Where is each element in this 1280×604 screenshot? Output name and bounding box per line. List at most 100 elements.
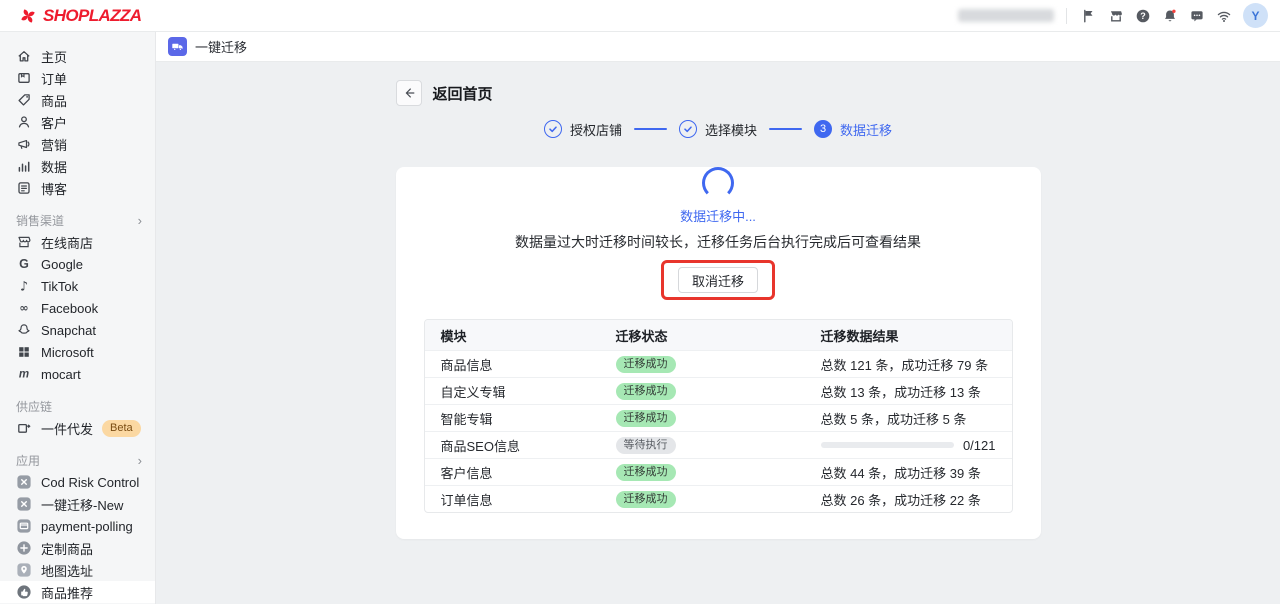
app-payment-icon bbox=[16, 518, 32, 534]
marketing-icon bbox=[16, 136, 32, 152]
sidebar-item[interactable]: ♪ TikTok bbox=[0, 275, 155, 297]
step-label: 数据迁移 bbox=[840, 122, 893, 138]
sidebar-item-label: 营销 bbox=[41, 137, 68, 153]
thumbs-up-icon bbox=[16, 584, 32, 600]
table-row: 智能专辑 迁移成功 总数 5 条，成功迁移 5 条 bbox=[424, 404, 1012, 431]
sidebar-item-label: 博客 bbox=[41, 181, 68, 197]
map-pin-icon bbox=[16, 562, 32, 578]
sidebar-item-label: Snapchat bbox=[41, 322, 96, 338]
status-badge: 迁移成功 bbox=[615, 463, 676, 481]
sidebar-item-label: 客户 bbox=[41, 115, 68, 131]
flag-icon[interactable] bbox=[1075, 2, 1102, 29]
loading-spinner-icon bbox=[702, 167, 734, 199]
shoplazza-logo[interactable]: SHOPLAZZA bbox=[18, 6, 142, 26]
sidebar-item-label: 一件代发 bbox=[41, 421, 94, 437]
chevron-right-icon[interactable]: › bbox=[137, 212, 142, 228]
sidebar-item[interactable]: 在线商店 bbox=[0, 231, 155, 253]
table-header-row: 模块 迁移状态 迁移数据结果 bbox=[424, 320, 1012, 350]
sidebar-item[interactable]: Cod Risk Control bbox=[0, 471, 155, 493]
sidebar: 主页 订单 商品 客户 营销 数据 博客 销售渠道 › 在线商店 G Google ♪ TikTok ∞ Fa… bbox=[0, 32, 156, 604]
sidebar-item-label: Google bbox=[41, 256, 83, 272]
truck-icon bbox=[168, 37, 187, 56]
custom-product-icon bbox=[16, 540, 32, 556]
sidebar-item-label: Facebook bbox=[41, 300, 99, 316]
store-name-blurred bbox=[958, 9, 1054, 22]
mocart-icon: m bbox=[16, 366, 32, 382]
chat-icon[interactable] bbox=[1183, 2, 1210, 29]
dropshipping-icon bbox=[16, 420, 32, 436]
result-cell: 0/121 bbox=[805, 438, 1012, 453]
page-content: 返回首页 授权店铺 选择模块 3 数据迁移 数据迁移中... 数据量过大时迁移时间较长… bbox=[156, 62, 1280, 604]
migration-status-text: 数据迁移中... bbox=[680, 209, 756, 224]
stepper: 授权店铺 选择模块 3 数据迁移 bbox=[396, 119, 1041, 139]
table-row: 商品信息 迁移成功 总数 121 条，成功迁移 79 条 bbox=[424, 350, 1012, 377]
google-icon: G bbox=[16, 256, 32, 272]
sidebar-item[interactable]: 地图选址 bbox=[0, 559, 155, 581]
analytics-icon bbox=[16, 158, 32, 174]
blog-icon bbox=[16, 180, 32, 196]
result-cell: 总数 121 条，成功迁移 79 条 bbox=[820, 357, 989, 373]
sidebar-item[interactable]: Snapchat bbox=[0, 319, 155, 341]
app-cod-icon bbox=[16, 474, 32, 490]
step-connector bbox=[633, 128, 667, 130]
arrow-left-icon bbox=[402, 86, 416, 100]
svg-text:♪: ♪ bbox=[20, 280, 28, 295]
sidebar-item-label: 订单 bbox=[41, 71, 68, 87]
breadcrumb: 一键迁移 bbox=[156, 32, 1280, 62]
sidebar-item-label: 地图选址 bbox=[41, 563, 94, 579]
sidebar-item[interactable]: ∞ Facebook bbox=[0, 297, 155, 319]
svg-text:?: ? bbox=[1140, 11, 1146, 21]
stepper-step: 授权店铺 bbox=[543, 120, 622, 139]
table-row: 商品SEO信息 等待执行 0/121 bbox=[424, 431, 1012, 458]
sidebar-item[interactable]: 商品 bbox=[0, 89, 155, 111]
sidebar-item[interactable]: 订单 bbox=[0, 67, 155, 89]
storefront-icon[interactable] bbox=[1102, 2, 1129, 29]
sidebar-item-label: 定制商品 bbox=[41, 541, 94, 557]
step-check-icon bbox=[543, 120, 562, 138]
chevron-right-icon[interactable]: › bbox=[137, 452, 142, 468]
microsoft-icon bbox=[16, 344, 32, 360]
cancel-migration-button[interactable]: 取消迁移 bbox=[677, 267, 758, 293]
breadcrumb-title: 一键迁移 bbox=[195, 40, 248, 55]
topbar-divider bbox=[1066, 7, 1067, 24]
sidebar-item[interactable]: 主页 bbox=[0, 45, 155, 67]
beta-badge: Beta bbox=[102, 419, 141, 437]
sidebar-item-label: 数据 bbox=[41, 159, 68, 175]
sidebar-item-label: 在线商店 bbox=[41, 235, 94, 251]
sidebar-item[interactable]: 定制商品 bbox=[0, 537, 155, 559]
table-header-cell: 迁移数据结果 bbox=[820, 328, 899, 344]
sidebar-item[interactable]: 一件代发 Beta bbox=[0, 417, 155, 439]
sidebar-item[interactable]: 数据 bbox=[0, 155, 155, 177]
wifi-icon[interactable] bbox=[1210, 2, 1237, 29]
online-store-icon bbox=[16, 234, 32, 250]
progress-bar bbox=[820, 442, 954, 448]
stepper-step: 3 数据迁移 bbox=[814, 120, 892, 139]
result-cell: 总数 44 条，成功迁移 39 条 bbox=[820, 465, 981, 481]
module-cell: 智能专辑 bbox=[440, 411, 493, 427]
sidebar-item-label: 商品 bbox=[41, 93, 68, 109]
result-cell: 总数 26 条，成功迁移 22 条 bbox=[820, 492, 981, 508]
status-badge: 迁移成功 bbox=[615, 355, 676, 373]
sidebar-item[interactable]: m mocart bbox=[0, 363, 155, 385]
sidebar-item[interactable]: payment-polling bbox=[0, 515, 155, 537]
back-button[interactable] bbox=[395, 80, 422, 106]
svg-text:G: G bbox=[19, 257, 29, 271]
table-row: 自定义专辑 迁移成功 总数 13 条，成功迁移 13 条 bbox=[424, 377, 1012, 404]
sidebar-item[interactable]: 营销 bbox=[0, 133, 155, 155]
sidebar-item[interactable]: 客户 bbox=[0, 111, 155, 133]
sidebar-item[interactable]: G Google bbox=[0, 253, 155, 275]
sidebar-item[interactable]: 博客 bbox=[0, 177, 155, 199]
meta-icon: ∞ bbox=[16, 300, 32, 316]
avatar[interactable]: Y bbox=[1243, 3, 1268, 28]
bell-icon[interactable] bbox=[1156, 2, 1183, 29]
step-label: 授权店铺 bbox=[569, 122, 622, 138]
sidebar-item[interactable]: Microsoft bbox=[0, 341, 155, 363]
help-icon[interactable]: ? bbox=[1129, 2, 1156, 29]
main-area: 一键迁移 返回首页 授权店铺 选择模块 3 数据迁移 数据迁移中... 数据量过大时迁… bbox=[156, 32, 1280, 604]
step-check-icon bbox=[678, 120, 697, 138]
status-badge: 等待执行 bbox=[615, 436, 676, 454]
sidebar-item[interactable]: 一键迁移-New bbox=[0, 493, 155, 515]
status-badge: 迁移成功 bbox=[615, 382, 676, 400]
sidebar-item-label: Microsoft bbox=[41, 344, 94, 360]
sidebar-item[interactable]: 商品推荐 bbox=[0, 581, 155, 603]
